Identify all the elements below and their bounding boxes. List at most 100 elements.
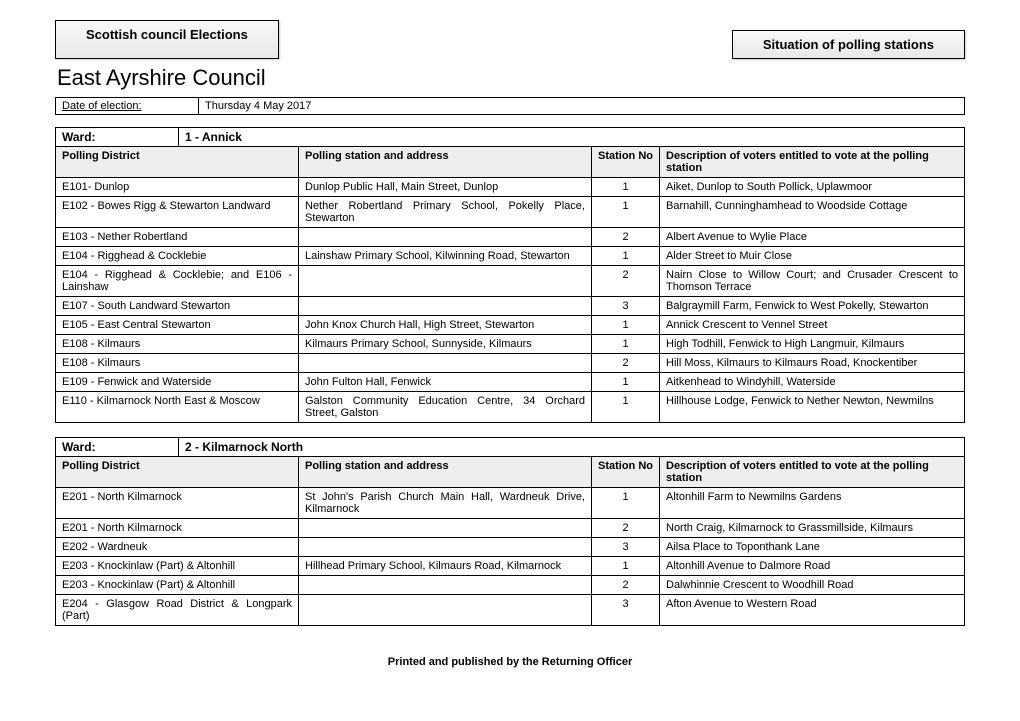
cell-station: St John's Parish Church Main Hall, Wardn… bbox=[299, 488, 592, 519]
col-district: Polling District bbox=[56, 147, 299, 178]
col-station: Polling station and address bbox=[299, 457, 592, 488]
cell-desc: High Todhill, Fenwick to High Langmuir, … bbox=[660, 335, 965, 354]
cell-station: Dunlop Public Hall, Main Street, Dunlop bbox=[299, 178, 592, 197]
ward-heading: Ward:1 - Annick bbox=[55, 127, 965, 146]
cell-desc: Alder Street to Muir Close bbox=[660, 247, 965, 266]
cell-desc: Barnahill, Cunninghamhead to Woodside Co… bbox=[660, 197, 965, 228]
cell-station bbox=[299, 595, 592, 626]
cell-district: E107 - South Landward Stewarton bbox=[56, 297, 299, 316]
ward-name: 2 - Kilmarnock North bbox=[179, 438, 965, 457]
cell-no: 2 bbox=[592, 354, 660, 373]
cell-no: 1 bbox=[592, 335, 660, 354]
cell-station bbox=[299, 576, 592, 595]
cell-no: 1 bbox=[592, 197, 660, 228]
cell-desc: North Craig, Kilmarnock to Grassmillside… bbox=[660, 519, 965, 538]
cell-desc: Altonhill Avenue to Dalmore Road bbox=[660, 557, 965, 576]
col-no: Station No bbox=[592, 457, 660, 488]
cell-district: E203 - Knockinlaw (Part) & Altonhill bbox=[56, 557, 299, 576]
date-label: Date of election: bbox=[56, 98, 199, 115]
cell-no: 2 bbox=[592, 266, 660, 297]
cell-district: E201 - North Kilmarnock bbox=[56, 519, 299, 538]
table-row: E204 - Glasgow Road District & Longpark … bbox=[56, 595, 965, 626]
cell-district: E104 - Rigghead & Cocklebie bbox=[56, 247, 299, 266]
cell-district: E204 - Glasgow Road District & Longpark … bbox=[56, 595, 299, 626]
cell-no: 1 bbox=[592, 392, 660, 423]
cell-district: E203 - Knockinlaw (Part) & Altonhill bbox=[56, 576, 299, 595]
table-row: E201 - North KilmarnockSt John's Parish … bbox=[56, 488, 965, 519]
cell-desc: Aiket, Dunlop to South Pollick, Uplawmoo… bbox=[660, 178, 965, 197]
table-row: E101- DunlopDunlop Public Hall, Main Str… bbox=[56, 178, 965, 197]
cell-no: 1 bbox=[592, 316, 660, 335]
ward-heading: Ward:2 - Kilmarnock North bbox=[55, 437, 965, 456]
cell-district: E202 - Wardneuk bbox=[56, 538, 299, 557]
cell-desc: Hill Moss, Kilmaurs to Kilmaurs Road, Kn… bbox=[660, 354, 965, 373]
cell-station bbox=[299, 519, 592, 538]
cell-station: John Knox Church Hall, High Street, Stew… bbox=[299, 316, 592, 335]
table-row: E201 - North Kilmarnock 2North Craig, Kil… bbox=[56, 519, 965, 538]
cell-station: Galston Community Education Centre, 34 O… bbox=[299, 392, 592, 423]
table-row: E108 - Kilmaurs 2Hill Moss, Kilmaurs to K… bbox=[56, 354, 965, 373]
cell-no: 1 bbox=[592, 557, 660, 576]
cell-district: E108 - Kilmaurs bbox=[56, 354, 299, 373]
cell-district: E104 - Rigghead & Cocklebie; and E106 - … bbox=[56, 266, 299, 297]
table-row: E109 - Fenwick and WatersideJohn Fulton … bbox=[56, 373, 965, 392]
table-row: E105 - East Central StewartonJohn Knox C… bbox=[56, 316, 965, 335]
cell-no: 3 bbox=[592, 297, 660, 316]
ward-label: Ward: bbox=[56, 438, 179, 457]
cell-desc: Afton Avenue to Western Road bbox=[660, 595, 965, 626]
cell-desc: Annick Crescent to Vennel Street bbox=[660, 316, 965, 335]
cell-no: 3 bbox=[592, 538, 660, 557]
cell-station bbox=[299, 266, 592, 297]
col-no: Station No bbox=[592, 147, 660, 178]
cell-desc: Hillhouse Lodge, Fenwick to Nether Newto… bbox=[660, 392, 965, 423]
col-desc: Description of voters entitled to vote a… bbox=[660, 457, 965, 488]
table-row: E103 - Nether Robertland 2Albert Avenue t… bbox=[56, 228, 965, 247]
col-district: Polling District bbox=[56, 457, 299, 488]
cell-station bbox=[299, 538, 592, 557]
cell-district: E201 - North Kilmarnock bbox=[56, 488, 299, 519]
cell-no: 1 bbox=[592, 178, 660, 197]
cell-no: 2 bbox=[592, 228, 660, 247]
table-row: E202 - Wardneuk 3Ailsa Place to Toponthan… bbox=[56, 538, 965, 557]
cell-desc: Nairn Close to Willow Court; and Crusade… bbox=[660, 266, 965, 297]
date-value: Thursday 4 May 2017 bbox=[199, 98, 965, 115]
cell-desc: Balgraymill Farm, Fenwick to West Pokell… bbox=[660, 297, 965, 316]
col-desc: Description of voters entitled to vote a… bbox=[660, 147, 965, 178]
cell-desc: Dalwhinnie Crescent to Woodhill Road bbox=[660, 576, 965, 595]
cell-station: Nether Robertland Primary School, Pokell… bbox=[299, 197, 592, 228]
cell-desc: Altonhill Farm to Newmilns Gardens bbox=[660, 488, 965, 519]
cell-desc: Ailsa Place to Toponthank Lane bbox=[660, 538, 965, 557]
polling-table: Polling DistrictPolling station and addr… bbox=[55, 146, 965, 423]
cell-desc: Aitkenhead to Windyhill, Waterside bbox=[660, 373, 965, 392]
table-row: E107 - South Landward Stewarton 3Balgraym… bbox=[56, 297, 965, 316]
cell-desc: Albert Avenue to Wylie Place bbox=[660, 228, 965, 247]
cell-district: E105 - East Central Stewarton bbox=[56, 316, 299, 335]
cell-station bbox=[299, 297, 592, 316]
footer-text: Printed and published by the Returning O… bbox=[55, 656, 965, 668]
cell-district: E110 - Kilmarnock North East & Moscow bbox=[56, 392, 299, 423]
date-table: Date of election: Thursday 4 May 2017 bbox=[55, 97, 965, 115]
col-station: Polling station and address bbox=[299, 147, 592, 178]
cell-district: E103 - Nether Robertland bbox=[56, 228, 299, 247]
table-row: E104 - Rigghead & Cocklebie; and E106 - … bbox=[56, 266, 965, 297]
table-row: E203 - Knockinlaw (Part) & Altonhill 2Dal… bbox=[56, 576, 965, 595]
polling-table: Polling DistrictPolling station and addr… bbox=[55, 456, 965, 626]
cell-no: 2 bbox=[592, 519, 660, 538]
table-row: E104 - Rigghead & CocklebieLainshaw Prim… bbox=[56, 247, 965, 266]
cell-no: 3 bbox=[592, 595, 660, 626]
right-header-box: Situation of polling stations bbox=[732, 30, 965, 59]
table-row: E108 - KilmaursKilmaurs Primary School, … bbox=[56, 335, 965, 354]
cell-station bbox=[299, 354, 592, 373]
cell-no: 1 bbox=[592, 247, 660, 266]
cell-no: 1 bbox=[592, 373, 660, 392]
cell-no: 1 bbox=[592, 488, 660, 519]
cell-no: 2 bbox=[592, 576, 660, 595]
ward-name: 1 - Annick bbox=[179, 128, 965, 147]
cell-station bbox=[299, 228, 592, 247]
cell-district: E102 - Bowes Rigg & Stewarton Landward bbox=[56, 197, 299, 228]
left-header-box: Scottish council Elections bbox=[55, 20, 279, 59]
table-row: E102 - Bowes Rigg & Stewarton LandwardNe… bbox=[56, 197, 965, 228]
table-row: E203 - Knockinlaw (Part) & AltonhillHill… bbox=[56, 557, 965, 576]
cell-district: E108 - Kilmaurs bbox=[56, 335, 299, 354]
ward-label: Ward: bbox=[56, 128, 179, 147]
